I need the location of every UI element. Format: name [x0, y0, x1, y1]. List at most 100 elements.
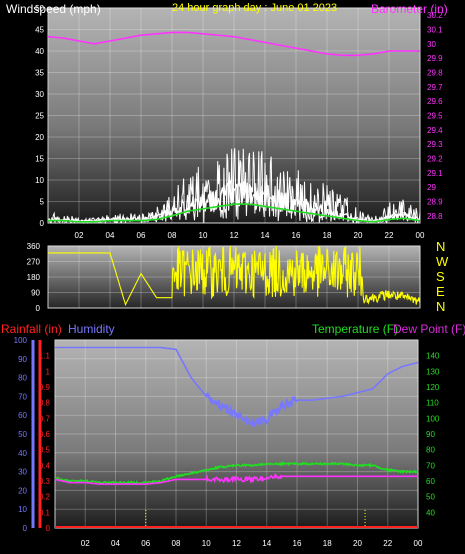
grid: [48, 7, 421, 224]
y-tick-label: 50: [18, 430, 27, 439]
y-tick-label: 50: [35, 4, 44, 13]
x-tick-label: 18: [323, 231, 332, 240]
x-tick-label: 06: [137, 231, 146, 240]
x-tick-label: 20: [354, 231, 363, 240]
y-tick-label: 130: [426, 367, 440, 376]
y-tick-label: 30: [427, 40, 436, 49]
x-tick-label: 04: [111, 539, 120, 548]
y-tick-label: 5: [40, 198, 45, 207]
y-tick-label: 70: [18, 392, 27, 401]
x-tick-label: 00: [416, 231, 425, 240]
y-tick-label: 29.1: [427, 169, 443, 178]
wind-direction-axis: 0 90 180 270 360: [27, 242, 41, 313]
barometer-label: Barometer (in): [371, 2, 448, 16]
x-tick-label: 10: [202, 539, 211, 548]
x-tick-label: 04: [106, 231, 115, 240]
dew-point-series: [54, 472, 418, 485]
x-tick-label: 22: [385, 231, 394, 240]
y-tick-label: 270: [27, 258, 41, 267]
y-tick-label: 20: [35, 133, 44, 142]
y-tick-label: 29.5: [427, 112, 443, 121]
y-tick-label: 40: [426, 508, 435, 517]
y-tick-label: 0.5: [39, 446, 51, 455]
y-tick-label: 0.3: [39, 477, 51, 486]
y-tick-label: 100: [426, 414, 440, 423]
y-tick-label: 60: [426, 477, 435, 486]
compass-label: E: [436, 284, 445, 299]
plot-background: [47, 7, 421, 224]
x-tick-label: 02: [75, 231, 84, 240]
y-tick-label: 0.7: [39, 414, 51, 423]
x-tick-label: 06: [141, 539, 150, 548]
y-tick-label: 29.8: [427, 69, 443, 78]
y-tick-label: 0: [23, 524, 28, 533]
windspeed-axis: 0 5 10 15 20 25 30 35 40 45 50: [35, 4, 44, 228]
y-tick-label: 40: [35, 47, 44, 56]
x-tick-label: 16: [292, 231, 301, 240]
humidity-label: Humidity: [68, 322, 115, 336]
plot-background: [54, 339, 419, 529]
y-tick-label: 0: [46, 524, 51, 533]
humidity-series: [55, 346, 419, 428]
x-tick-label: 14: [262, 539, 271, 548]
y-tick-label: 40: [18, 449, 27, 458]
temperature-label: Temperature (F): [312, 322, 398, 336]
y-tick-label: 30.2: [427, 11, 443, 20]
barometer-series: [47, 31, 420, 57]
y-tick-label: 80: [426, 446, 435, 455]
x-tick-label: 02: [81, 539, 90, 548]
y-tick-label: 29.7: [427, 83, 443, 92]
x-tick-label: 12: [232, 539, 241, 548]
y-tick-label: 0.4: [39, 461, 51, 470]
y-tick-label: 180: [27, 273, 41, 282]
y-tick-label: 30.1: [427, 26, 443, 35]
x-axis: 02 04 06 08 10 12 14 16 18 20 22 00: [81, 539, 423, 548]
x-tick-label: 22: [383, 539, 392, 548]
y-tick-label: 90: [426, 430, 435, 439]
rain-axis: 0 0.1 0.2 0.3 0.4 0.5 0.6 0.7 0.8 0.9 1 1.1: [39, 352, 51, 533]
windspeed-average-series: [48, 203, 421, 223]
y-tick-label: 29.2: [427, 155, 443, 164]
y-tick-label: 30: [35, 90, 44, 99]
y-tick-label: 120: [426, 383, 440, 392]
y-tick-label: 30: [18, 468, 27, 477]
x-axis: 02 04 06 08 10 12 14 16 18 20 22 00: [75, 231, 425, 240]
y-tick-label: 0.2: [39, 493, 51, 502]
compass-label: W: [436, 254, 449, 269]
y-tick-label: 25: [35, 112, 44, 121]
y-tick-label: 0.6: [39, 430, 51, 439]
y-tick-label: 15: [35, 155, 44, 164]
compass-label: N: [436, 239, 445, 254]
y-tick-label: 29.4: [427, 126, 443, 135]
rainfall-label: Rainfall (in): [1, 322, 62, 336]
y-tick-label: 28.9: [427, 198, 443, 207]
y-tick-label: 50: [426, 493, 435, 502]
dew-point-label: Dew Point (F): [393, 322, 465, 336]
y-tick-label: 60: [18, 411, 27, 420]
y-tick-label: 0.9: [39, 383, 51, 392]
y-tick-label: 90: [31, 289, 40, 298]
x-tick-label: 16: [293, 539, 302, 548]
grid: [55, 339, 419, 529]
y-tick-label: 1: [46, 367, 51, 376]
y-tick-label: 0.8: [39, 399, 51, 408]
barometer-axis: 28.8 28.9 29 29.1 29.2 29.3 29.4 29.5 29.6 29.7 29…: [427, 11, 443, 221]
x-tick-label: 18: [323, 539, 332, 548]
temperature-series: [54, 460, 419, 485]
y-tick-label: 10: [35, 176, 44, 185]
y-tick-label: 70: [426, 461, 435, 470]
windspeed-label: Windspeed (mph): [6, 2, 101, 16]
wind-direction-series: [48, 245, 421, 307]
humidity-axis: 0 10 20 30 40 50 60 70 80 90 100: [14, 336, 28, 533]
x-tick-label: 08: [168, 231, 177, 240]
x-tick-label: 20: [353, 539, 362, 548]
y-tick-label: 35: [35, 69, 44, 78]
x-tick-label: 12: [230, 231, 239, 240]
y-tick-label: 10: [18, 505, 27, 514]
y-tick-label: 29.3: [427, 140, 443, 149]
y-tick-label: 100: [14, 336, 28, 345]
